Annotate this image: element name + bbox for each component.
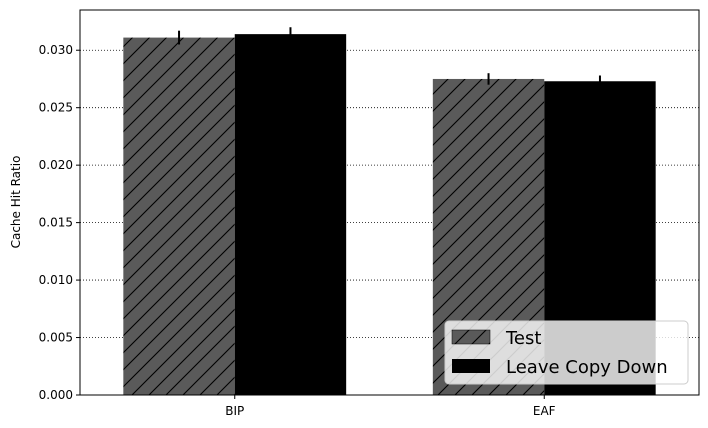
bar-leave-copy-down-bip — [234, 34, 347, 395]
legend-swatch-test — [451, 329, 491, 345]
y-tick-label: 0.025 — [39, 101, 73, 115]
y-tick-label: 0.000 — [39, 388, 73, 402]
y-tick-label: 0.015 — [39, 216, 73, 230]
x-tick-label-eaf: EAF — [533, 404, 556, 418]
y-tick-label: 0.005 — [39, 331, 73, 345]
y-tick-label: 0.010 — [39, 273, 73, 287]
legend-swatch-leave-copy-down — [452, 359, 490, 373]
y-tick-label: 0.020 — [39, 158, 73, 172]
error-bars-group — [178, 27, 601, 87]
y-axis-label: Cache Hit Ratio — [9, 156, 23, 249]
legend-label-test: Test — [505, 328, 541, 349]
y-tick-label: 0.030 — [39, 43, 73, 57]
y-axis: 0.000 0.005 0.010 0.015 0.020 0.025 0.030 — [39, 43, 80, 402]
legend-box — [444, 320, 689, 385]
x-axis: BIP EAF — [225, 395, 556, 418]
bar-test-bip — [123, 37, 235, 395]
grid-lines — [80, 49, 699, 338]
legend-label-leave-copy-down: Leave Copy Down — [506, 357, 668, 378]
x-tick-label-bip: BIP — [225, 404, 244, 418]
legend: Test Leave Copy Down — [444, 320, 689, 385]
plot-frame — [79, 9, 700, 396]
